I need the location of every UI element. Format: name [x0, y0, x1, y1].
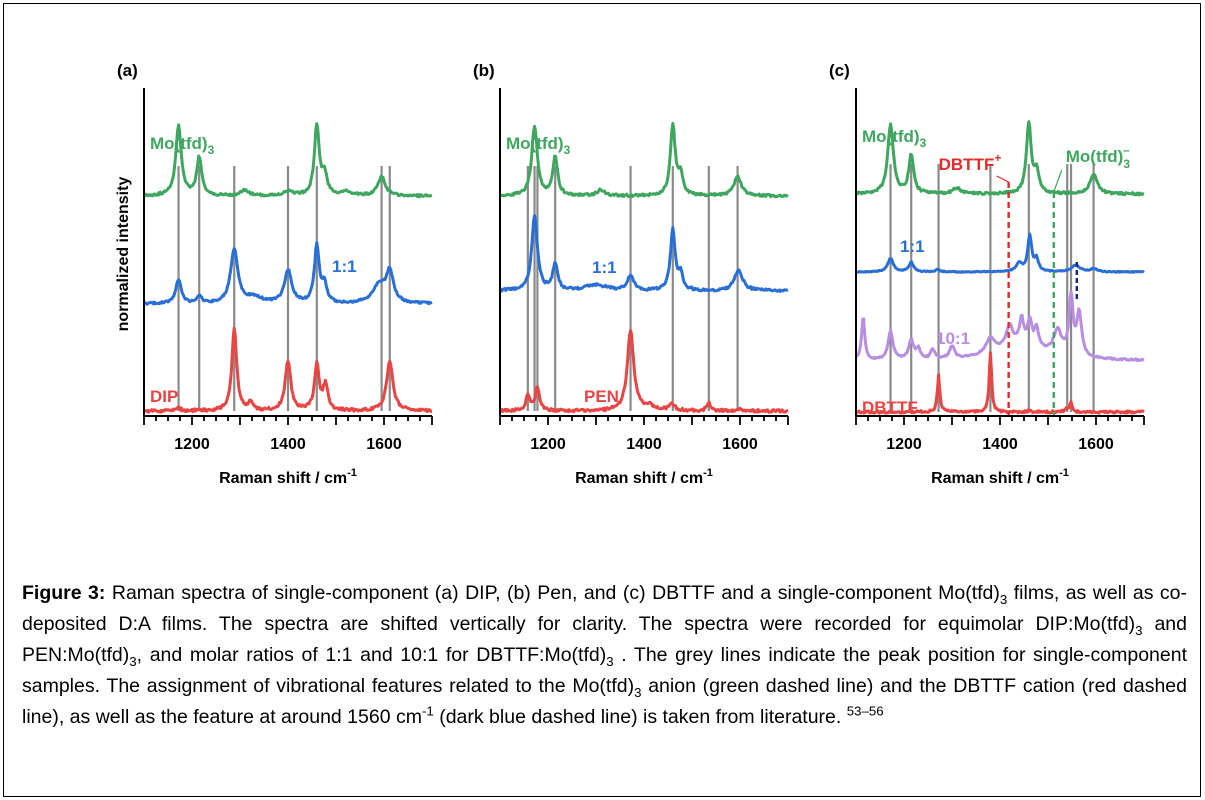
spectrum-label: DIP [150, 387, 178, 406]
panel-c: (c) Mo(tfd)3 1:1 10:1 DBTTF DBTTF+ Mo(tfd)3– 12… [829, 61, 1145, 487]
spectrum-label: PEN [584, 387, 619, 406]
spectrum-pen [499, 329, 789, 414]
caption-label: Figure 3: [22, 582, 106, 604]
spectrum-label: 1:1 [900, 237, 925, 256]
caption-text-4: and PEN:Mo(tfd) [22, 613, 1187, 666]
panel-label-b: (b) [473, 61, 495, 80]
x-axis-title-sup: -1 [1059, 467, 1069, 479]
x-tick-label: 1600 [1078, 436, 1114, 453]
panel-b: (b) Mo(tfd)3 1:1 PEN 1200 1400 1600 Raman shift… [473, 61, 789, 487]
spectrum-label: 1:1 [592, 258, 617, 277]
annotation-label: DBTTF+ [939, 151, 1002, 174]
spectrum-label: 10:1 [936, 329, 970, 348]
spectrum-label-sub: 3 [564, 143, 571, 157]
figure-frame: (a) Mo(tfd)3 1:1 DIP 1200 1400 1600 Raman shift… [3, 3, 1201, 797]
x-tick-label: 1600 [722, 436, 758, 453]
spectrum-label: Mo(tfd)3 [506, 134, 571, 157]
spectrum-11 [499, 214, 789, 293]
spectrum-11 [143, 241, 433, 306]
x-tick-label: 1200 [886, 436, 922, 453]
annotation-sup: – [1123, 143, 1130, 157]
panel-a: (a) Mo(tfd)3 1:1 DIP 1200 1400 1600 Raman shift… [117, 61, 433, 487]
caption-text-6: , and molar ratios of 1:1 and 10:1 for D… [136, 644, 607, 666]
annotation-leader [1053, 169, 1063, 193]
caption-sub-9: 3 [634, 684, 642, 700]
annotation-leader [996, 175, 1009, 183]
spectrum-label: Mo(tfd)3 [150, 134, 215, 157]
caption-text-10: anion (green dashed line) and the DBTTF … [22, 675, 1187, 728]
caption-sub-1: 3 [999, 591, 1008, 607]
annotation-sup: + [994, 151, 1001, 165]
annotation-label: Mo(tfd)3– [1066, 143, 1131, 171]
spectrum-label-sub: 3 [208, 143, 215, 157]
spectrum-motfd [498, 121, 789, 199]
spectrum-11 [855, 232, 1145, 274]
caption-sup-13: 53–56 [846, 703, 884, 719]
x-tick-label: 1400 [270, 436, 306, 453]
figure-caption: Figure 3: Raman spectra of single-compon… [22, 578, 1187, 733]
spectrum-motfd [854, 120, 1145, 197]
spectrum-101 [855, 290, 1145, 362]
spectrum-label: 1:1 [332, 257, 357, 276]
caption-text-12: (dark blue dashed line) is taken from li… [433, 706, 847, 728]
panel-label-a: (a) [117, 61, 138, 80]
caption-sub-7: 3 [606, 653, 614, 669]
x-tick-label: 1200 [174, 436, 210, 453]
y-axis-title: normalized intensity [115, 177, 132, 332]
spectrum-dbttf [855, 351, 1145, 415]
x-axis-title-sup: -1 [347, 467, 357, 479]
caption-sub-5: 3 [129, 653, 137, 669]
panel-label-c: (c) [829, 61, 850, 80]
spectrum-label-sub: 3 [920, 136, 927, 150]
spectrum-motfd [143, 122, 433, 199]
x-tick-label: 1600 [366, 436, 402, 453]
x-tick-label: 1400 [982, 436, 1018, 453]
x-tick-label: 1200 [530, 436, 566, 453]
x-axis-title: Raman shift / cm-1 [575, 467, 713, 487]
spectrum-label: Mo(tfd)3 [862, 127, 927, 150]
caption-text-0: Raman spectra of single-component (a) DI… [105, 582, 1000, 604]
spectrum-dip [143, 326, 433, 414]
caption-sup-11: -1 [421, 703, 434, 719]
spectrum-label: DBTTF [862, 398, 918, 417]
caption-text-8: . The grey lines indicate the peak posit… [22, 644, 1187, 697]
annotation-sub: 3 [1123, 157, 1130, 171]
caption-text-2: films, as well as co-deposited D:A films… [22, 582, 1188, 635]
x-tick-label: 1400 [626, 436, 662, 453]
x-axis-title: Raman shift / cm-1 [931, 467, 1069, 487]
raman-figure: (a) Mo(tfd)3 1:1 DIP 1200 1400 1600 Raman shift… [115, 61, 1145, 487]
x-axis-title: Raman shift / cm-1 [219, 467, 357, 487]
caption-sub-3: 3 [1135, 622, 1143, 638]
x-axis-title-sup: -1 [703, 467, 713, 479]
